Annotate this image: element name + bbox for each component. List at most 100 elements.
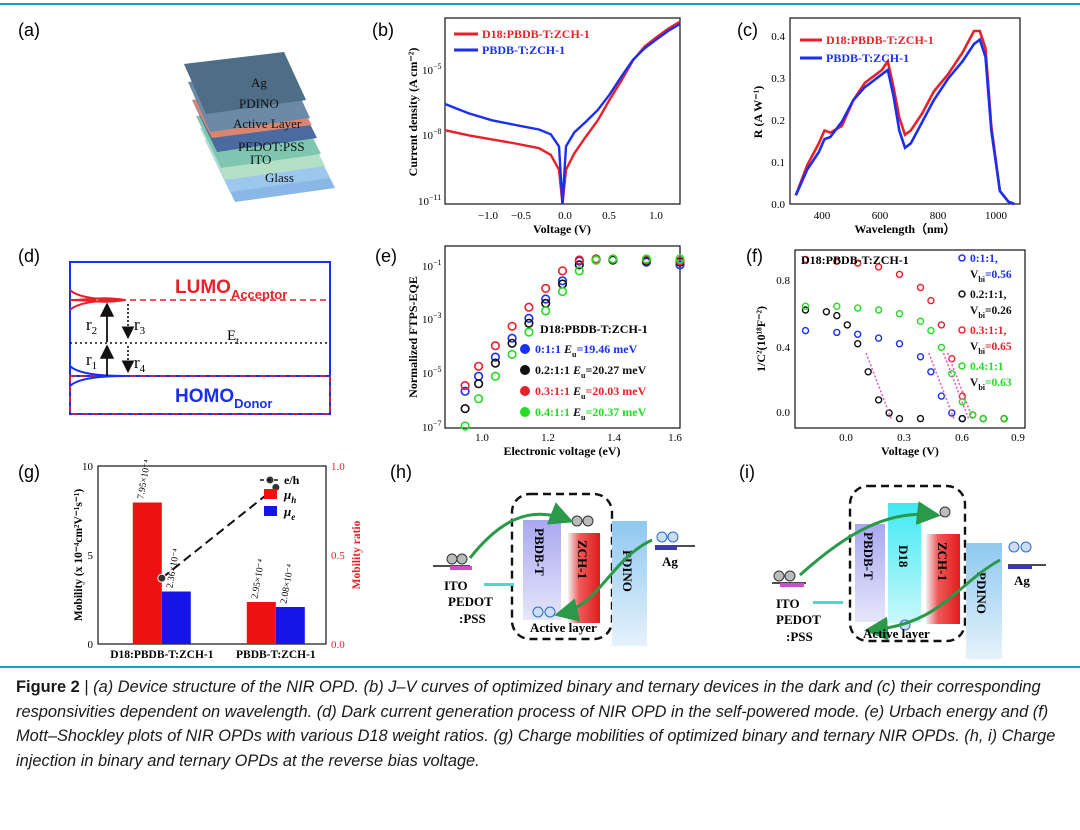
chart-e-legend-swatch-0: [520, 344, 530, 354]
layer-label-ag: Ag: [251, 75, 267, 90]
chart-e-point-1-2: [490, 358, 501, 368]
chart-f-point-3-12: [1000, 414, 1008, 423]
electron-icon-t1: [773, 570, 785, 582]
caption-text: (a) Device structure of the NIR OPD. (b)…: [16, 678, 1056, 770]
chart-c-xtick-3: 1000: [985, 210, 1008, 222]
chart-f-legend-vbi-3: Vbi=0.63: [970, 377, 1012, 392]
chart-e-ytick-0: 10−1: [422, 258, 442, 273]
chart-e-ylabel: Normalized FTPS-EQE: [406, 276, 420, 398]
chart-c-ytick-1: 0.1: [771, 157, 785, 169]
h-block-label-0: PBDB-T: [532, 528, 547, 576]
chart-b-ylabel: Current density (A cm⁻²): [406, 48, 420, 177]
chart-c-line-1: [794, 37, 1015, 206]
chart-e-point-1-4: [524, 318, 534, 328]
chart-e-ytick-1: 10−3: [422, 311, 442, 326]
chart-e-point-3-11: [675, 254, 685, 264]
chart-f-point-1-3: [843, 321, 851, 329]
chart-c-ytick-3: 0.3: [771, 73, 785, 85]
chart-f-point-3-7: [937, 343, 946, 352]
chart-g-legend-1: μh: [283, 487, 296, 505]
chart-b-series: [444, 20, 681, 205]
r2-label: r2: [86, 315, 97, 337]
chart-b-xtick-2: 0.0: [558, 210, 572, 222]
chart-f-point-1-5: [864, 368, 872, 376]
i-active-label: Active layer: [863, 626, 930, 641]
chart-f-point-0-0: [801, 326, 810, 335]
chart-e-point-3-3: [507, 349, 517, 360]
hole-icon-2: [667, 531, 679, 543]
chart-f-point-2-8: [948, 355, 956, 363]
pedot-bar: [484, 583, 514, 586]
chart-f-series: [801, 255, 1008, 423]
chart-f-legend-vbi-1: Vbi=0.26: [970, 305, 1012, 320]
chart-c-xtick-0: 400: [814, 210, 831, 222]
hole-icon-4: [544, 606, 556, 618]
chart-b-legend-1: PBDB-T:ZCH-1: [482, 43, 565, 57]
layer-label-pdino: PDINO: [239, 96, 279, 111]
chart-g-ratio-point-0: [157, 573, 167, 583]
chart-e-legend-swatch-3: [520, 407, 530, 417]
i-ag-label: Ag: [1014, 573, 1030, 588]
chart-e-point-0-3: [507, 333, 517, 343]
chart-f-ytick-2: 0.8: [776, 275, 790, 287]
chart-e-point-2-2: [490, 341, 501, 351]
chart-e-xlabel: Electronic voltage (eV): [503, 444, 620, 458]
electron-icon-2: [456, 553, 468, 565]
electron-icon-3: [571, 515, 583, 527]
h-pedot-label-1: PEDOT: [448, 594, 493, 609]
panel-g: (g) 7.95×10⁻⁴2.95×10⁻⁴2.36×10⁻⁴2.08×10⁻⁴…: [18, 458, 363, 661]
chart-c-xtick-1: 600: [872, 210, 889, 222]
chart-f-point-2-1: [833, 257, 841, 265]
chart-f-point-2-2: [854, 259, 862, 267]
chart-f-point-2-3: [874, 263, 883, 271]
chart-e-point-2-0: [460, 381, 470, 391]
chart-f-point-3-2: [854, 304, 862, 312]
chart-g-bar-1-1: [275, 607, 305, 644]
chart-e-ytick-2: 10−5: [422, 365, 442, 380]
chart-c-legend-0: D18:PBDB-T:ZCH-1: [826, 33, 934, 47]
chart-b-xtick-1: −0.5: [511, 210, 531, 222]
chart-e-point-0-2: [490, 352, 501, 362]
chart-f-point-0-6: [927, 368, 935, 376]
chart-e-point-3-6: [557, 286, 568, 297]
chart-f-legend-0: 0:1:1,: [970, 253, 998, 265]
layer-label-pedot: PEDOT:PSS: [238, 139, 305, 154]
chart-e-title: D18:PBDB-T:ZCH-1: [540, 322, 648, 336]
h-ag-label: Ag: [662, 554, 678, 569]
chart-g-ytick-right-2: 1.0: [331, 461, 345, 473]
chart-f-point-2-4: [895, 270, 904, 279]
chart-e-point-0-5: [541, 294, 551, 304]
panel-g-label: (g): [18, 462, 40, 482]
electron-icon-1: [446, 553, 458, 565]
chart-f-point-2-6: [927, 296, 935, 305]
et-label: Et: [227, 328, 239, 347]
chart-e-point-3-7: [574, 266, 584, 276]
chart-f-point-1-0: [801, 306, 810, 314]
panel-i: (i) PBDB-T D18 ZCH-1 PDINO ITO PEDOT :PS…: [739, 462, 1046, 659]
chart-b-ytick-0: 10−5: [422, 62, 442, 77]
energy-box-outer: [69, 261, 331, 415]
chart-e-point-1-3: [507, 338, 517, 348]
h-ito-label: ITO: [444, 578, 468, 593]
chart-c-line-0: [794, 29, 1015, 206]
chart-e-point-2-6: [557, 266, 568, 276]
panel-e-label: (e): [375, 246, 397, 266]
chart-e-legend-0: 0:1:1 Eu=19.46 meV: [535, 342, 638, 359]
chart-b-xlabel: Voltage (V): [533, 222, 591, 236]
chart-g-frame: [97, 465, 327, 645]
chart-f-tangent-0: [928, 352, 955, 419]
chart-f-point-3-9: [958, 398, 966, 406]
zch1-block-ternary: [926, 534, 960, 624]
chart-f-point-3-6: [927, 326, 935, 335]
chart-f-tangent-3: [942, 352, 970, 419]
chart-b-legend-0: D18:PBDB-T:ZCH-1: [482, 27, 590, 41]
ito-bar-ternary: [780, 583, 804, 587]
chart-e-point-1-7: [574, 260, 584, 270]
chart-c-ytick-2: 0.2: [771, 115, 785, 127]
chart-f-ytick-1: 0.4: [776, 342, 790, 354]
ito-bar: [450, 566, 472, 570]
electron-icon-t2: [784, 570, 796, 582]
panel-h-label: (h): [390, 462, 412, 482]
chart-g-bar-0-0: [132, 502, 162, 644]
caption-figure-label: Figure 2: [16, 678, 80, 696]
